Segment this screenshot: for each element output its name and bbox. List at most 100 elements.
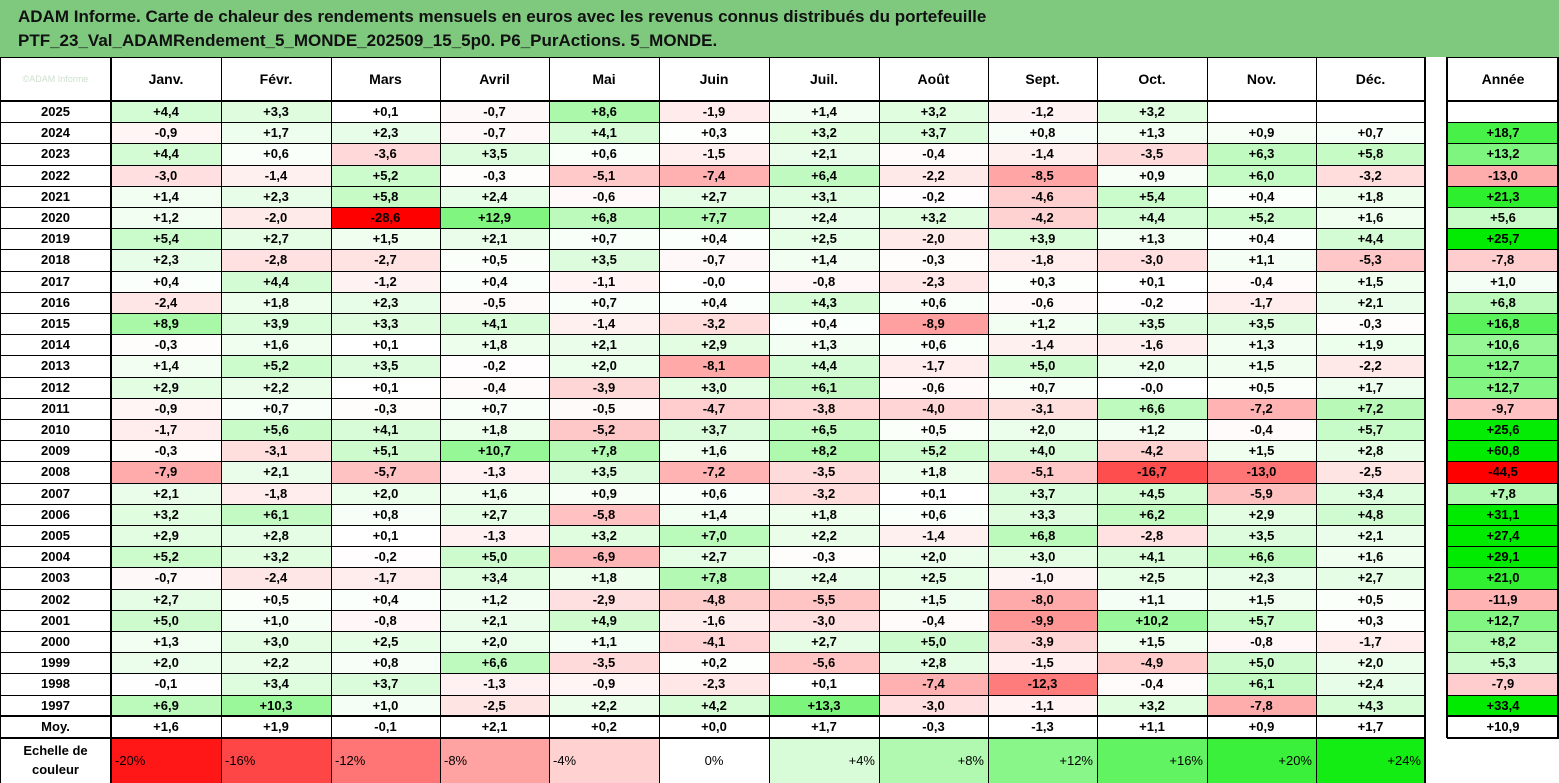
heatmap-cell: -1,7 [1316,631,1425,653]
heatmap-cell: -0,8 [769,270,879,292]
grid-horizontal-line [0,546,1425,547]
heatmap-cell: +2,3 [1207,567,1316,589]
year-label: 2009 [0,440,111,462]
heatmap-cell: +2,1 [440,228,549,250]
year-label: 2010 [0,419,111,441]
heatmap-cell: +0,5 [879,419,988,441]
heatmap-cell: +6,1 [769,376,879,398]
heatmap-cell: +4,4 [111,101,221,123]
heatmap-cell: +0,5 [440,249,549,271]
grid-horizontal-line [0,292,1425,293]
grid-horizontal-line [0,652,1425,653]
heatmap-cell: -4,0 [879,397,988,419]
heatmap-cell: +2,1 [1316,291,1425,313]
heatmap-cell: +0,7 [1316,122,1425,144]
heatmap-cell: +3,9 [988,228,1097,250]
heatmap-cell: +2,5 [769,228,879,250]
heatmap-cell: +2,9 [111,525,221,547]
year-label: 1999 [0,652,111,674]
grid-horizontal-line [0,57,1425,58]
heatmap-cell: +0,1 [331,334,440,356]
heatmap-cell: +4,3 [1316,694,1425,716]
heatmap-cell: -1,7 [111,419,221,441]
heatmap-cell: +0,4 [1207,228,1316,250]
heatmap-cell: -0,2 [1097,291,1207,313]
heatmap-cell: +0,4 [769,313,879,335]
heatmap-cell [1207,101,1316,123]
heatmap-cell: +5,2 [111,546,221,568]
grid-horizontal-line [1447,525,1559,526]
heatmap-cell: +6,9 [111,694,221,716]
heatmap-cell: +2,2 [769,525,879,547]
color-scale-step: -4% [549,737,659,783]
heatmap-cell: +1,7 [1316,376,1425,398]
grid-horizontal-line [1447,207,1559,208]
grid-horizontal-line [1447,610,1559,611]
grid-horizontal-line [1447,461,1559,462]
heatmap-cell: +2,0 [1316,652,1425,674]
grid-horizontal-line [0,589,1425,590]
heatmap-cell: -4,9 [1097,652,1207,674]
grid-horizontal-line [1447,186,1559,187]
month-header: Juil. [769,57,879,101]
year-label: 2013 [0,355,111,377]
grid-horizontal-line [0,207,1425,208]
grid-horizontal-line [1447,355,1559,356]
heatmap-cell: -2,0 [879,228,988,250]
heatmap-cell: +0,1 [331,376,440,398]
heatmap-cell: -1,7 [1207,291,1316,313]
annual-cell: +18,7 [1447,122,1559,144]
color-scale-step: +12% [988,737,1097,783]
annual-cell: +10,6 [1447,334,1559,356]
heatmap-cell: +2,1 [111,482,221,504]
year-label: 1998 [0,673,111,695]
year-label: 2020 [0,207,111,229]
heatmap-cell: +0,1 [1097,270,1207,292]
heatmap-cell: -7,8 [1207,694,1316,716]
heatmap-cell: +13,3 [769,694,879,716]
grid-vertical-line [1424,57,1426,783]
heatmap-cell: +0,1 [879,482,988,504]
heatmap-cell: +5,2 [221,355,331,377]
heatmap-cell: +5,2 [879,440,988,462]
heatmap-cell: +1,6 [659,440,769,462]
heatmap-cell: -2,5 [1316,461,1425,483]
heatmap-cell: +7,2 [1316,397,1425,419]
heatmap-cell: +2,2 [221,376,331,398]
heatmap-cell: +2,4 [1316,673,1425,695]
heatmap-cell: +2,3 [331,122,440,144]
heatmap-cell: -0,3 [331,397,440,419]
heatmap-cell: -2,8 [1097,525,1207,547]
heatmap-cell: +3,5 [1097,313,1207,335]
heatmap-cell: +0,6 [879,503,988,525]
grid-horizontal-line [0,377,1425,378]
grid-horizontal-line [0,525,1425,526]
heatmap-cell: -4,1 [659,631,769,653]
heatmap-cell: +1,6 [1316,207,1425,229]
heatmap-cell: -3,8 [769,397,879,419]
color-scale-step: -20% [111,737,221,783]
heatmap-cell: +1,4 [659,503,769,525]
average-cell: +1,6 [111,715,221,738]
heatmap-cell: +5,0 [1207,652,1316,674]
heatmap-cell: +0,3 [659,122,769,144]
average-cell: +2,1 [440,715,549,738]
grid-horizontal-line [1447,504,1559,505]
heatmap-cell: -5,2 [549,419,659,441]
grid-horizontal-line [0,355,1425,356]
heatmap-cell: +0,7 [549,291,659,313]
heatmap-cell: +0,7 [440,397,549,419]
heatmap-cell: -1,7 [879,355,988,377]
average-cell: +1,7 [1316,715,1425,738]
average-cell: -0,3 [879,715,988,738]
heatmap-cell: -0,8 [331,609,440,631]
heatmap-cell: +1,2 [440,588,549,610]
grid-horizontal-line [0,567,1425,568]
heatmap-cell: +2,7 [769,631,879,653]
heatmap-cell: +1,1 [549,631,659,653]
color-scale-step: +20% [1207,737,1316,783]
grid-vertical-line [0,57,1,783]
heatmap-cell: +2,4 [769,207,879,229]
heatmap-cell: +6,6 [1097,397,1207,419]
month-header: Avril [440,57,549,101]
